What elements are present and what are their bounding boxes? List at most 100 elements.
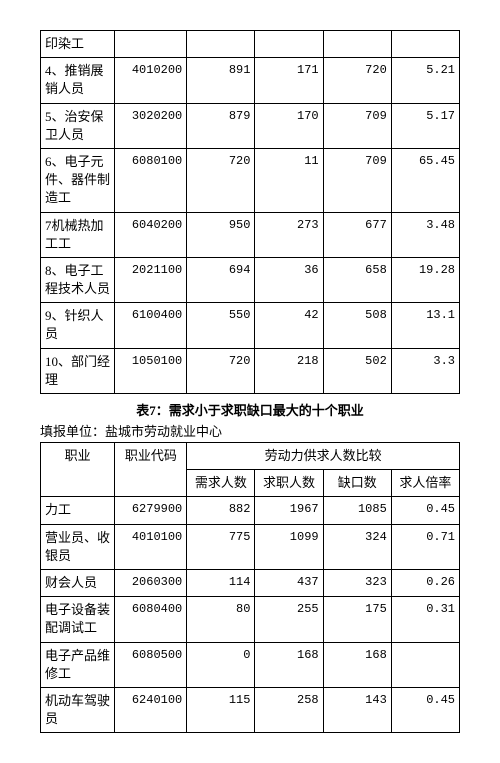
cell-occ: 4、推销展销人员 [41,58,115,103]
cell-code: 4010100 [115,524,187,569]
cell-code: 6080500 [115,642,187,687]
cell-c: 677 [323,212,391,257]
cell-code: 1050100 [115,348,187,393]
cell-a: 0 [187,642,255,687]
cell-a: 882 [187,497,255,524]
table-row: 4、推销展销人员40102008911717205.21 [41,58,460,103]
cell-b: 273 [255,212,323,257]
cell-occ: 电子设备装配调试工 [41,597,115,642]
table-row: 机动车驾驶员62401001152581430.45 [41,687,460,732]
cell-d [391,31,459,58]
cell-d: 5.21 [391,58,459,103]
table-row: 力工6279900882196710850.45 [41,497,460,524]
cell-code: 4010200 [115,58,187,103]
cell-c: 502 [323,348,391,393]
table-row: 印染工 [41,31,460,58]
cell-d: 0.45 [391,497,459,524]
cell-b: 171 [255,58,323,103]
cell-occ: 营业员、收银员 [41,524,115,569]
cell-occ: 7机械热加工工 [41,212,115,257]
cell-d: 13.1 [391,303,459,348]
cell-occ: 5、治安保卫人员 [41,103,115,148]
cell-d: 0.26 [391,569,459,596]
cell-d: 5.17 [391,103,459,148]
cell-occ: 财会人员 [41,569,115,596]
cell-c: 323 [323,569,391,596]
table-row: 9、针织人员61004005504250813.1 [41,303,460,348]
table-row: 7机械热加工工60402009502736773.48 [41,212,460,257]
cell-code [115,31,187,58]
cell-b: 255 [255,597,323,642]
cell-code: 6279900 [115,497,187,524]
cell-occ: 印染工 [41,31,115,58]
cell-occ: 机动车驾驶员 [41,687,115,732]
cell-a: 891 [187,58,255,103]
cell-c: 168 [323,642,391,687]
cell-a: 775 [187,524,255,569]
cell-a: 80 [187,597,255,642]
cell-b: 1967 [255,497,323,524]
cell-b: 218 [255,348,323,393]
cell-a: 950 [187,212,255,257]
cell-code: 6100400 [115,303,187,348]
cell-code: 6080100 [115,148,187,212]
col-header-code: 职业代码 [115,443,187,497]
cell-b: 170 [255,103,323,148]
cell-occ: 电子产品维修工 [41,642,115,687]
cell-a: 720 [187,148,255,212]
cell-code: 2021100 [115,257,187,302]
table-row: 8、电子工程技术人员20211006943665819.28 [41,257,460,302]
cell-occ: 10、部门经理 [41,348,115,393]
cell-b: 168 [255,642,323,687]
cell-code: 6240100 [115,687,187,732]
cell-c: 720 [323,58,391,103]
cell-b: 36 [255,257,323,302]
table-row: 6、电子元件、器件制造工60801007201170965.45 [41,148,460,212]
cell-c: 508 [323,303,391,348]
table-row: 电子设备装配调试工6080400802551750.31 [41,597,460,642]
cell-a: 550 [187,303,255,348]
cell-d: 0.71 [391,524,459,569]
cell-a: 694 [187,257,255,302]
cell-occ: 8、电子工程技术人员 [41,257,115,302]
table-row: 财会人员20603001144373230.26 [41,569,460,596]
table-row: 10、部门经理10501007202185023.3 [41,348,460,393]
cell-c: 658 [323,257,391,302]
cell-b: 42 [255,303,323,348]
cell-d: 3.48 [391,212,459,257]
table7-caption: 表7：需求小于求职缺口最大的十个职业 [40,400,460,419]
cell-a: 114 [187,569,255,596]
cell-d: 19.28 [391,257,459,302]
col-header-seek: 求职人数 [255,470,323,497]
cell-b [255,31,323,58]
cell-c [323,31,391,58]
cell-d: 65.45 [391,148,459,212]
cell-c: 709 [323,148,391,212]
col-header-gap: 缺口数 [323,470,391,497]
col-header-ratio: 求人倍率 [391,470,459,497]
cell-code: 2060300 [115,569,187,596]
cell-b: 258 [255,687,323,732]
table-top-occupations: 印染工4、推销展销人员40102008911717205.215、治安保卫人员3… [40,30,460,394]
cell-code: 6080400 [115,597,187,642]
col-header-group: 劳动力供求人数比较 [187,443,460,470]
cell-b: 1099 [255,524,323,569]
col-header-occupation: 职业 [41,443,115,497]
cell-occ: 6、电子元件、器件制造工 [41,148,115,212]
cell-d [391,642,459,687]
cell-a: 879 [187,103,255,148]
cell-d: 3.3 [391,348,459,393]
cell-c: 143 [323,687,391,732]
cell-c: 1085 [323,497,391,524]
cell-occ: 9、针织人员 [41,303,115,348]
cell-code: 6040200 [115,212,187,257]
cell-c: 175 [323,597,391,642]
cell-c: 709 [323,103,391,148]
cell-a: 720 [187,348,255,393]
cell-b: 437 [255,569,323,596]
cell-c: 324 [323,524,391,569]
table7-shortage-occupations: 职业 职业代码 劳动力供求人数比较 需求人数 求职人数 缺口数 求人倍率 力工6… [40,442,460,733]
cell-a: 115 [187,687,255,732]
table-row: 电子产品维修工60805000168168 [41,642,460,687]
report-unit-label: 填报单位：盐城市劳动就业中心 [40,421,460,440]
